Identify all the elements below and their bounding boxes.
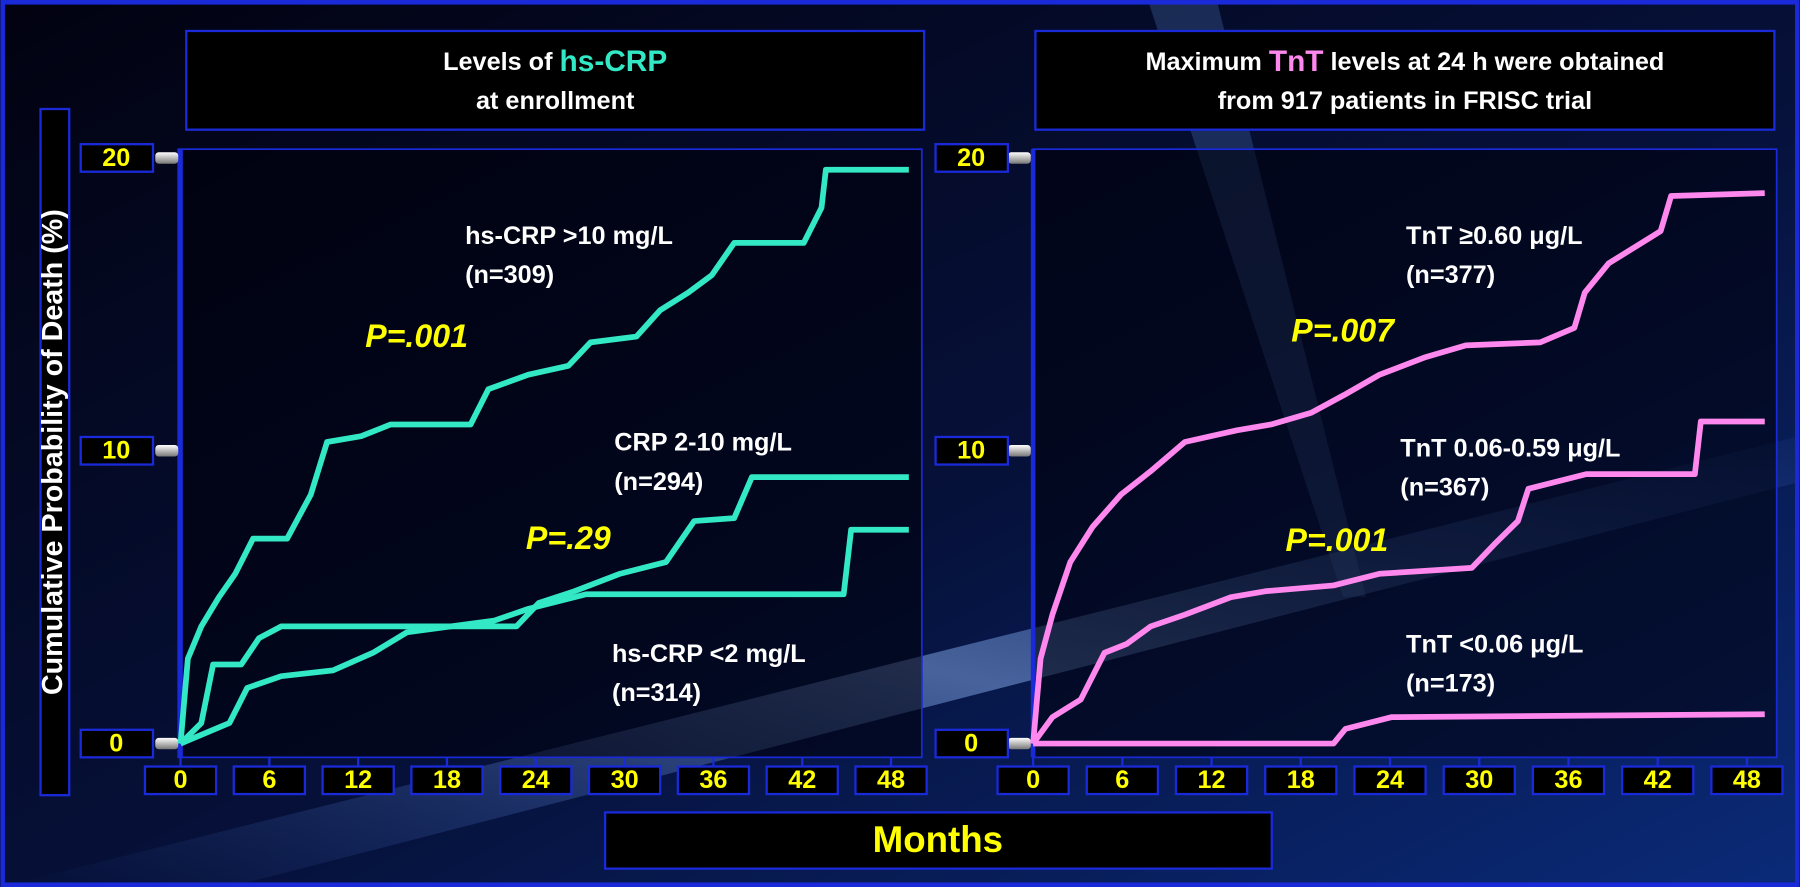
- x-tick-label: 36: [1554, 766, 1582, 794]
- title-box: [1035, 31, 1774, 130]
- x-axis-label: Months: [873, 819, 1003, 860]
- p-value: P=.001: [365, 318, 468, 354]
- y-tick-mark: [1008, 152, 1031, 163]
- y-tick-label: 0: [964, 729, 978, 757]
- x-tick-label: 6: [1115, 766, 1129, 794]
- title-highlight: TnT: [1269, 45, 1324, 78]
- title-part: Maximum: [1145, 48, 1261, 76]
- series-label: TnT ≥0.60 μg/L: [1406, 222, 1583, 250]
- p-value: P=.29: [526, 520, 611, 556]
- x-tick-label: 18: [1287, 766, 1315, 794]
- x-tick-label: 30: [1465, 766, 1493, 794]
- y-tick-mark: [155, 445, 178, 456]
- series-n-label: (n=173): [1406, 670, 1495, 698]
- y-tick-label: 10: [102, 437, 130, 465]
- y-tick-mark: [1008, 738, 1031, 749]
- title-part: at enrollment: [476, 87, 635, 115]
- series-n-label: (n=377): [1406, 261, 1495, 289]
- series-label: hs-CRP >10 mg/L: [465, 222, 673, 250]
- x-tick-label: 12: [344, 766, 372, 794]
- x-tick-label: 0: [1026, 766, 1040, 794]
- y-tick-label: 10: [957, 437, 985, 465]
- series-label: hs-CRP <2 mg/L: [612, 640, 806, 668]
- y-tick-mark: [155, 738, 178, 749]
- series-label: TnT <0.06 μg/L: [1406, 631, 1583, 659]
- title-highlight: hs-CRP: [560, 45, 668, 78]
- x-tick-label: 36: [699, 766, 727, 794]
- y-tick-label: 20: [102, 144, 130, 172]
- y-tick-label: 0: [109, 729, 123, 757]
- x-tick-label: 48: [877, 766, 905, 794]
- title-part: from 917 patients in FRISC trial: [1218, 87, 1592, 115]
- chart-title: at enrollment: [476, 87, 635, 115]
- series-n-label: (n=314): [612, 679, 701, 707]
- y-tick-label: 20: [957, 144, 985, 172]
- series-n-label: (n=309): [465, 261, 554, 289]
- p-value: P=.007: [1291, 312, 1396, 348]
- y-axis-label: Cumulative Probability of Death (%): [37, 209, 69, 695]
- y-tick-mark: [155, 152, 178, 163]
- slide: Cumulative Probability of Death (%) Mont…: [0, 0, 1800, 887]
- x-tick-label: 0: [174, 766, 188, 794]
- series-n-label: (n=367): [1400, 473, 1489, 501]
- x-tick-label: 24: [522, 766, 550, 794]
- chart-title: Levels of hs-CRP: [443, 45, 667, 78]
- y-tick-mark: [1008, 445, 1031, 456]
- x-tick-label: 48: [1733, 766, 1761, 794]
- series-n-label: (n=294): [614, 468, 703, 496]
- series-label: TnT 0.06-0.59 μg/L: [1400, 434, 1620, 462]
- x-tick-label: 12: [1198, 766, 1226, 794]
- x-tick-label: 42: [788, 766, 816, 794]
- x-tick-label: 24: [1376, 766, 1404, 794]
- x-tick-label: 30: [611, 766, 639, 794]
- chart-title: from 917 patients in FRISC trial: [1218, 87, 1592, 115]
- x-tick-label: 6: [262, 766, 276, 794]
- p-value: P=.001: [1286, 522, 1389, 558]
- title-part: Levels of: [443, 48, 553, 76]
- series-label: CRP 2-10 mg/L: [614, 429, 792, 457]
- x-tick-label: 18: [433, 766, 461, 794]
- chart-title: Maximum TnT levels at 24 h were obtained: [1145, 45, 1664, 78]
- title-box: [186, 31, 924, 130]
- title-part: levels at 24 h were obtained: [1331, 48, 1665, 76]
- x-tick-label: 42: [1644, 766, 1672, 794]
